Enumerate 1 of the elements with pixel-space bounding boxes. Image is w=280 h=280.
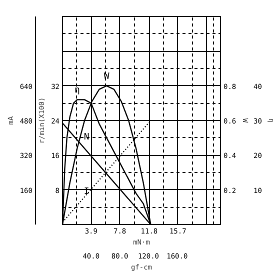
series-label: η bbox=[74, 86, 80, 96]
